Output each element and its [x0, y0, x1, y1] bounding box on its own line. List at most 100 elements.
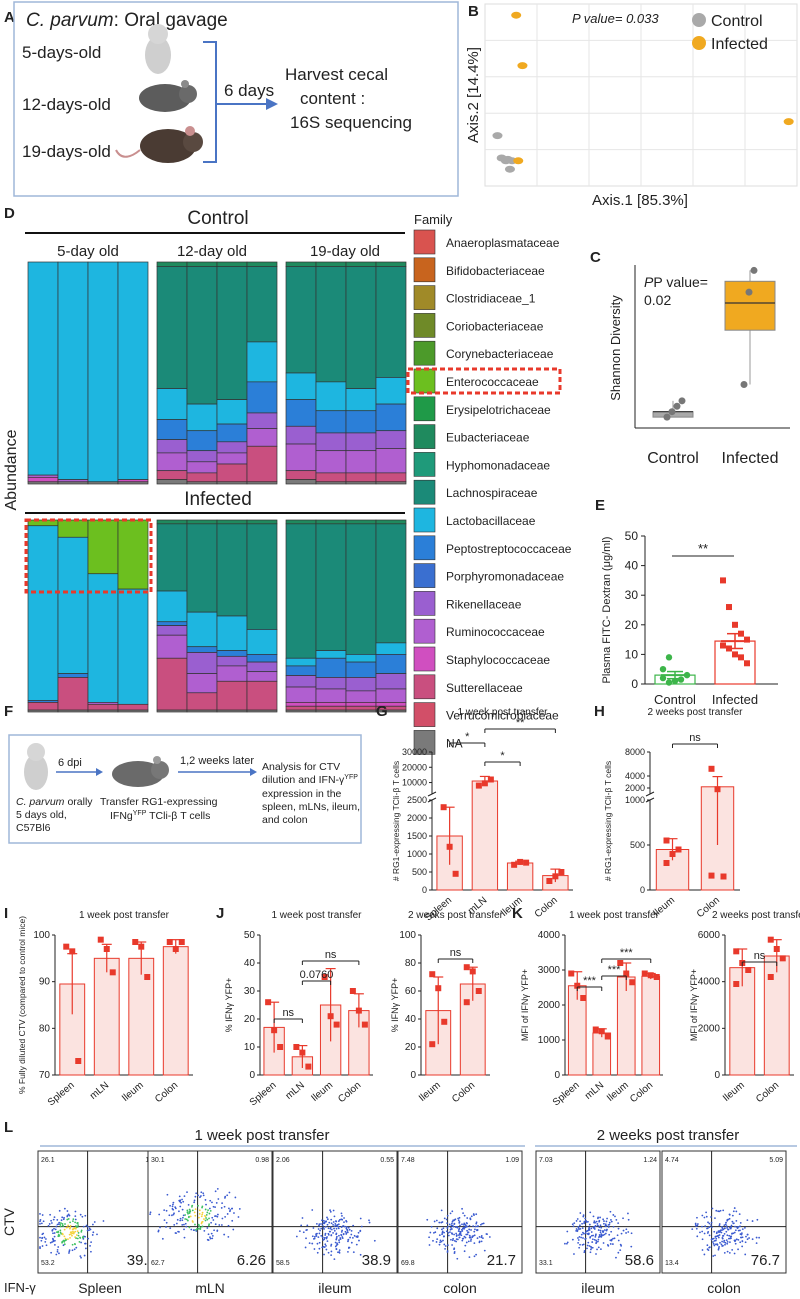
flow-event-dot: [317, 1228, 320, 1230]
flow-event-dot: [604, 1232, 607, 1235]
flow-event-dot: [610, 1220, 613, 1223]
taxa-bar-segment: [375, 448, 407, 474]
flow-event-dot: [81, 1236, 84, 1239]
flow-event-dot: [606, 1217, 608, 1220]
panel-label-c: C: [590, 249, 601, 266]
panel-label-a: A: [4, 9, 15, 26]
f-mid-l1: Transfer RG1-expressing: [100, 796, 218, 808]
K2-xtick: Ileum: [721, 1080, 747, 1104]
K1-ytick-label: 2000: [538, 1000, 561, 1011]
taxa-bar-segment: [315, 650, 347, 659]
flow-event-dot: [441, 1231, 444, 1234]
taxa-bar-segment: [315, 266, 347, 383]
G-point: [440, 804, 447, 811]
flow-event-dot: [326, 1240, 329, 1243]
flow-event-dot: [751, 1238, 754, 1241]
flow-event-dot: [445, 1230, 448, 1233]
flow-event-dot: [205, 1217, 207, 1219]
flow-event-dot: [186, 1211, 189, 1214]
flow-event-dot: [330, 1218, 333, 1221]
flow-event-dot: [707, 1221, 709, 1224]
K2-ytick-label: 4000: [698, 977, 721, 988]
flow-event-dot: [465, 1241, 468, 1244]
flow-event-dot: [746, 1219, 749, 1222]
flow-event-dot: [602, 1242, 605, 1244]
flow-event-dot: [695, 1227, 698, 1230]
flow-event-dot: [337, 1225, 340, 1228]
flow-event-dot: [466, 1225, 468, 1228]
flow-event-dot: [581, 1222, 583, 1225]
flow-event-dot: [312, 1227, 315, 1229]
flow-event-dot: [434, 1231, 437, 1234]
flow-event-dot: [456, 1257, 459, 1260]
flow-event-dot: [587, 1241, 590, 1244]
flow-event-dot: [61, 1216, 64, 1219]
flow-event-dot: [727, 1228, 729, 1231]
flow-event-dot: [348, 1228, 351, 1231]
flow-event-dot: [444, 1245, 447, 1247]
flow-event-dot: [455, 1232, 458, 1235]
K2-point: [767, 936, 774, 943]
flow-event-dot: [91, 1234, 94, 1236]
panel-e: E 0 10 20 30 40 50 Plasma FITC- Dextran (μg/ml…: [595, 497, 778, 707]
flow-event-dot: [157, 1230, 160, 1233]
flow-event-dot: [475, 1213, 478, 1216]
flow-event-dot: [758, 1236, 761, 1239]
flow-event-dot: [587, 1229, 590, 1232]
flow-event-dot: [609, 1243, 612, 1245]
flow-event-dot: [446, 1251, 449, 1253]
flow-event-dot: [578, 1235, 581, 1238]
flow-event-dot: [438, 1221, 441, 1224]
J2-ytick-label: 60: [405, 986, 417, 997]
flow-event-dot: [724, 1243, 726, 1246]
flow-event-dot: [579, 1212, 582, 1214]
flow-event-dot: [347, 1226, 350, 1229]
flow-event-dot: [335, 1238, 338, 1241]
flow-event-dot: [580, 1236, 583, 1239]
flow-event-dot: [188, 1211, 190, 1213]
flow-event-dot: [223, 1233, 226, 1236]
flow-event-dot: [607, 1223, 610, 1226]
e-point: [738, 654, 744, 661]
pcoa-legend-label-infected: Infected: [711, 36, 768, 53]
flow-event-dot: [347, 1238, 350, 1241]
flow-event-dot: [583, 1249, 586, 1252]
flow-event-dot: [708, 1234, 711, 1237]
flow-event-dot: [334, 1241, 337, 1244]
flow-event-dot: [318, 1223, 321, 1226]
flow-event-dot: [332, 1209, 335, 1212]
gavage-title: C. parvum: Oral gavage: [26, 10, 228, 31]
flow-event-dot: [577, 1237, 579, 1239]
taxa-bar-segment: [216, 709, 248, 713]
flow-event-dot: [714, 1236, 717, 1238]
flow-event-dot: [198, 1212, 201, 1215]
flow-event-dot: [178, 1195, 181, 1198]
flow-plots: 26.11.2153.239.4Spleen30.10.9862.76.26mL…: [37, 1150, 787, 1296]
flow-event-dot: [717, 1236, 720, 1239]
flow-event-dot: [325, 1245, 327, 1247]
flow-event-dot: [322, 1219, 325, 1222]
taxa-bar-segment: [156, 419, 188, 440]
flow-event-dot: [591, 1241, 594, 1243]
flow-event-dot: [748, 1237, 750, 1239]
gavage-title-route: : Oral gavage: [114, 10, 228, 31]
taxa-bar-segment: [315, 705, 347, 711]
flow-event-dot: [744, 1253, 747, 1256]
flow-event-dot: [298, 1230, 301, 1233]
taxa-bar-segment: [315, 677, 347, 690]
flow-event-dot: [92, 1231, 95, 1234]
J2-xtick: Ileum: [417, 1080, 443, 1104]
H-point: [714, 786, 721, 793]
f-left-l4: C57Bl6: [16, 822, 51, 834]
K2-point: [745, 967, 752, 973]
H-ytick-label: 1000: [625, 795, 645, 805]
flow-event-dot: [710, 1221, 713, 1224]
K2-bar: [763, 955, 790, 1076]
G-point: [517, 858, 524, 865]
flow-event-dot: [73, 1248, 76, 1251]
J1-sig-label: ns: [282, 1007, 294, 1019]
taxa-bar-segment: [246, 266, 278, 343]
flow-event-dot: [353, 1234, 356, 1237]
flow-event-dot: [703, 1232, 706, 1235]
family-legend-label: Corynebacteriaceae: [446, 347, 554, 361]
